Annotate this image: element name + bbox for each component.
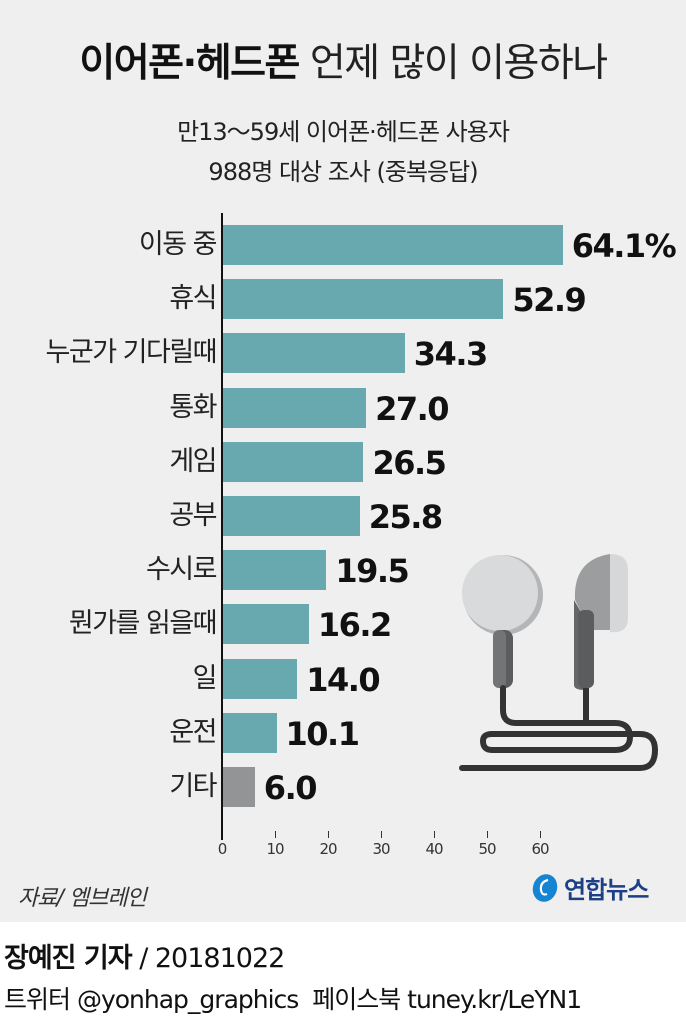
bar-category-label: 이동 중 [138,229,218,260]
y-axis-line [221,213,223,840]
bar-category-label: 일 [192,662,218,694]
bar-value-label: 16.2 [317,606,392,645]
bar-value-label: 52.9 [512,281,586,320]
x-tick-mark [434,831,435,838]
bar-value-label: 34.3 [413,335,488,374]
source-note: 자료/ 엠브레인 [18,886,147,911]
bar-category-label: 뭔가를 읽을때 [68,608,218,640]
bar [223,767,255,807]
x-tick-label: 0 [217,840,228,858]
bar-category-label: 게임 [169,445,217,477]
bar-value-label: 6.0 [263,769,318,807]
x-tick-label: 20 [319,840,337,858]
bar-value-label: 27.0 [375,389,449,428]
bar [223,441,364,482]
bar-row: 일 14.0 [0,658,686,699]
x-tick-mark [381,831,382,838]
x-tick-label: 50 [478,840,496,858]
bar-row: 이동 중 64.1% [0,225,686,265]
bar-row: 뭔가를 읽을때 16.2 [0,604,686,645]
bar-value-label: 64.1% [571,227,677,265]
bar [223,604,309,645]
x-tick-mark [540,831,541,838]
yonhap-logo-icon [532,873,558,902]
x-tick-mark [328,831,329,838]
earphones-icon [459,554,658,771]
bar-value-label: 10.1 [285,714,360,753]
bar-row: 누군가 기다릴때 34.3 [0,333,686,374]
bar-category-label: 통화 [169,391,217,423]
bar-category-label: 휴식 [169,283,217,315]
bar-value-label: 14.0 [306,660,380,699]
bar-row: 게임 26.5 [0,441,686,482]
bar-row: 공부 25.8 [0,496,686,536]
bar [223,279,504,320]
bar [223,712,277,753]
publish-date: / 20181022 [131,943,285,974]
chart-title: 이어폰·헤드폰 언제 많이 이용하나 [0,32,686,88]
bar-category-label: 수시로 [145,554,218,586]
bar [223,225,563,265]
byline: 장예진 기자 / 20181022 [4,936,285,975]
bar-category-label: 공부 [169,500,217,531]
bar-category-label: 누군가 기다릴때 [45,337,218,369]
bar [223,658,298,699]
yonhap-logo-text: 연합뉴스 [564,876,649,904]
title-bold: 이어폰·헤드폰 [79,41,300,86]
bar-category-label: 기타 [169,771,217,802]
bar [223,333,405,374]
bar [223,387,367,428]
yonhap-logo: 연합뉴스 [530,870,649,905]
bar [223,550,327,591]
x-tick-label: 30 [372,840,390,858]
subtitle-line1: 만13～59세 이어폰·헤드폰 사용자 [177,118,510,146]
x-tick-mark [275,831,276,838]
bar [223,496,360,536]
x-tick-label: 40 [425,840,443,858]
x-tick-label: 10 [266,840,284,858]
x-tick-mark [487,831,488,838]
subtitle-line2: 988명 대상 조사 (중복응답) [208,158,478,186]
bar-row: 운전 10.1 [0,712,686,753]
bar-row: 통화 27.0 [0,387,686,428]
bar-value-label: 26.5 [372,443,446,482]
bar-value-label: 19.5 [335,552,409,591]
social-links: 트위터 @yonhap_graphics 페이스북 tuney.kr/LeYN1 [4,985,582,1014]
x-tick-label: 60 [531,840,549,858]
bar-row: 기타 6.0 [0,767,686,807]
bar-value-label: 25.8 [368,498,443,536]
title-light: 언제 많이 이용하나 [309,41,608,86]
bar-row: 수시로 19.5 [0,550,686,591]
bar-category-label: 운전 [169,716,217,748]
reporter-name: 장예진 기자 [4,943,133,974]
bar-row: 휴식 52.9 [0,279,686,320]
